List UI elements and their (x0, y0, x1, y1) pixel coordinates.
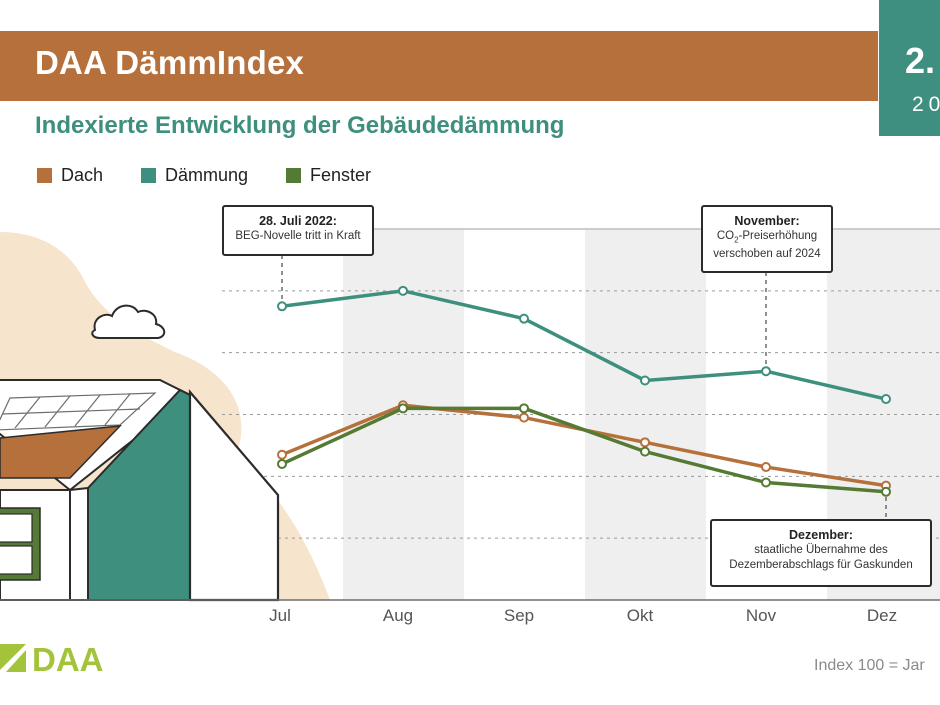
annotation-july-text: BEG-Novelle tritt in Kraft (235, 230, 361, 242)
annotation-november-line2: verschoben auf 2024 (713, 248, 821, 261)
legend-swatch-daemmung (141, 168, 156, 183)
data-point-daemmung-jul (277, 301, 287, 312)
title-banner (0, 31, 878, 101)
data-point-daemmung-aug (398, 285, 408, 296)
x-tick-okt: Okt (626, 606, 654, 625)
legend-swatch-fenster (286, 168, 301, 183)
data-point-fenster-sep (519, 403, 529, 414)
data-point-daemmung-dez (881, 394, 891, 405)
gridlines (222, 290, 940, 539)
cloud-icon (91, 304, 166, 339)
data-point-fenster-dez (881, 486, 891, 497)
series-line-daemmung (281, 289, 887, 401)
data-point-daemmung-sep (519, 313, 529, 324)
legend-label-dach: Dach (61, 165, 104, 185)
annotation-december: Dezember: staatliche Übernahme des Dezem… (710, 519, 932, 587)
roof-insulation (0, 425, 122, 479)
month-band-aug (343, 229, 464, 600)
data-point-dach-sep (519, 412, 529, 423)
data-point-fenster-aug (398, 403, 408, 414)
x-tick-dez: Dez (866, 606, 898, 625)
data-point-daemmung-okt (640, 375, 650, 386)
annotation-november: November: CO2-Preiserhöhung verschoben a… (701, 205, 833, 273)
x-tick-jul: Jul (269, 606, 291, 625)
legend-label-daemmung: Dämmung (165, 165, 249, 185)
daa-logo: DAA (0, 641, 104, 678)
annotation-july: 28. Juli 2022: BEG-Novelle tritt in Kraf… (222, 205, 374, 256)
month-band-okt (585, 229, 706, 600)
series-line-fenster (281, 406, 887, 494)
annotation-december-title: Dezember: (789, 528, 853, 542)
annotation-december-line1: staatliche Übernahme des (754, 544, 888, 556)
data-point-daemmung-nov (761, 366, 771, 377)
annotation-december-line2: Dezemberabschlags für Gaskunden (729, 559, 913, 571)
house-illustration (0, 304, 280, 602)
data-point-fenster-nov (761, 477, 771, 488)
chart-subtitle: Indexierte Entwicklung der Gebäudedämmun… (35, 112, 565, 139)
annotation-november-text: -Preiserhöhung (738, 230, 818, 242)
x-tick-sep: Sep (503, 606, 535, 625)
annotation-july-title: 28. Juli 2022: (259, 214, 337, 228)
legend-swatch-dach (37, 168, 52, 183)
logo-text: DAA (32, 641, 104, 678)
issue-badge: 2. 20 (879, 0, 940, 136)
data-point-dach-okt (640, 437, 650, 448)
index-footnote: Index 100 = Jar (814, 657, 925, 674)
annotation-november-title: November: (734, 214, 800, 228)
chart-series (277, 285, 891, 497)
page-title: DAA DämmIndex (35, 44, 305, 81)
annotation-november-sub: 2 (734, 235, 739, 245)
issue-year: 20 (912, 93, 940, 116)
x-tick-aug: Aug (382, 606, 414, 625)
data-point-dach-nov (761, 462, 771, 473)
data-point-fenster-jul (277, 458, 287, 469)
issue-number: 2. (905, 40, 936, 81)
data-point-dach-jul (277, 449, 287, 460)
annotation-november-co: CO (716, 230, 735, 242)
data-point-fenster-okt (640, 446, 650, 457)
x-tick-nov: Nov (745, 606, 777, 625)
legend-label-fenster: Fenster (310, 165, 372, 185)
